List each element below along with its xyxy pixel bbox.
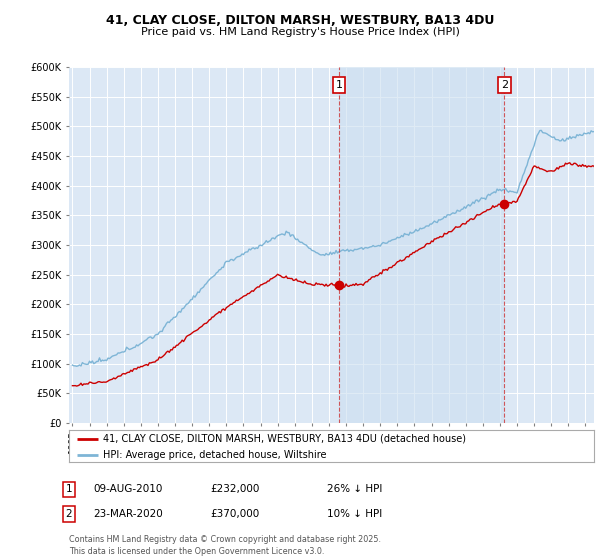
Text: 23-MAR-2020: 23-MAR-2020: [93, 509, 163, 519]
Text: Contains HM Land Registry data © Crown copyright and database right 2025.
This d: Contains HM Land Registry data © Crown c…: [69, 535, 381, 556]
Text: 41, CLAY CLOSE, DILTON MARSH, WESTBURY, BA13 4DU (detached house): 41, CLAY CLOSE, DILTON MARSH, WESTBURY, …: [103, 433, 466, 444]
Text: 1: 1: [65, 484, 73, 494]
Text: 2: 2: [65, 509, 73, 519]
Bar: [339, 67, 504, 423]
Text: Price paid vs. HM Land Registry's House Price Index (HPI): Price paid vs. HM Land Registry's House …: [140, 27, 460, 38]
Text: HPI: Average price, detached house, Wiltshire: HPI: Average price, detached house, Wilt…: [103, 450, 326, 460]
Text: 10% ↓ HPI: 10% ↓ HPI: [327, 509, 382, 519]
Text: 2: 2: [500, 80, 508, 90]
Text: £370,000: £370,000: [210, 509, 259, 519]
Text: 41, CLAY CLOSE, DILTON MARSH, WESTBURY, BA13 4DU: 41, CLAY CLOSE, DILTON MARSH, WESTBURY, …: [106, 14, 494, 27]
Text: 09-AUG-2010: 09-AUG-2010: [93, 484, 163, 494]
Text: £232,000: £232,000: [210, 484, 259, 494]
Text: 26% ↓ HPI: 26% ↓ HPI: [327, 484, 382, 494]
Text: 1: 1: [335, 80, 343, 90]
